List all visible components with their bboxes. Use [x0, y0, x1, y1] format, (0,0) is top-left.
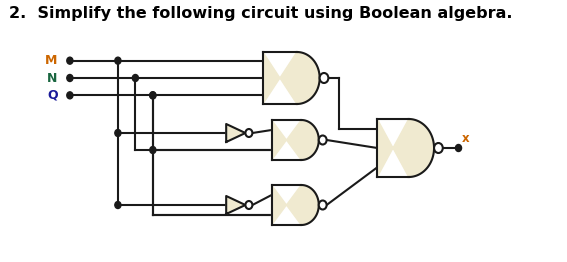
Polygon shape	[272, 120, 319, 160]
Text: N: N	[47, 72, 58, 85]
Circle shape	[246, 201, 252, 209]
Circle shape	[132, 74, 138, 81]
Circle shape	[67, 74, 73, 81]
Text: M: M	[45, 54, 58, 67]
Text: 2.  Simplify the following circuit using Boolean algebra.: 2. Simplify the following circuit using …	[9, 6, 512, 21]
Text: x: x	[462, 132, 469, 145]
Circle shape	[150, 146, 156, 154]
Circle shape	[320, 73, 328, 83]
Circle shape	[115, 57, 121, 64]
Circle shape	[115, 129, 121, 137]
Circle shape	[246, 129, 252, 137]
Circle shape	[455, 145, 462, 151]
Text: Q: Q	[47, 89, 58, 102]
Circle shape	[67, 57, 73, 64]
Circle shape	[319, 200, 327, 210]
Circle shape	[150, 92, 156, 99]
Polygon shape	[377, 119, 434, 177]
Circle shape	[115, 201, 121, 209]
Polygon shape	[226, 196, 246, 214]
Polygon shape	[272, 185, 319, 225]
Circle shape	[150, 92, 156, 99]
Circle shape	[319, 135, 327, 145]
Polygon shape	[226, 124, 246, 142]
Circle shape	[434, 143, 443, 153]
Polygon shape	[263, 52, 320, 104]
Circle shape	[67, 92, 73, 99]
